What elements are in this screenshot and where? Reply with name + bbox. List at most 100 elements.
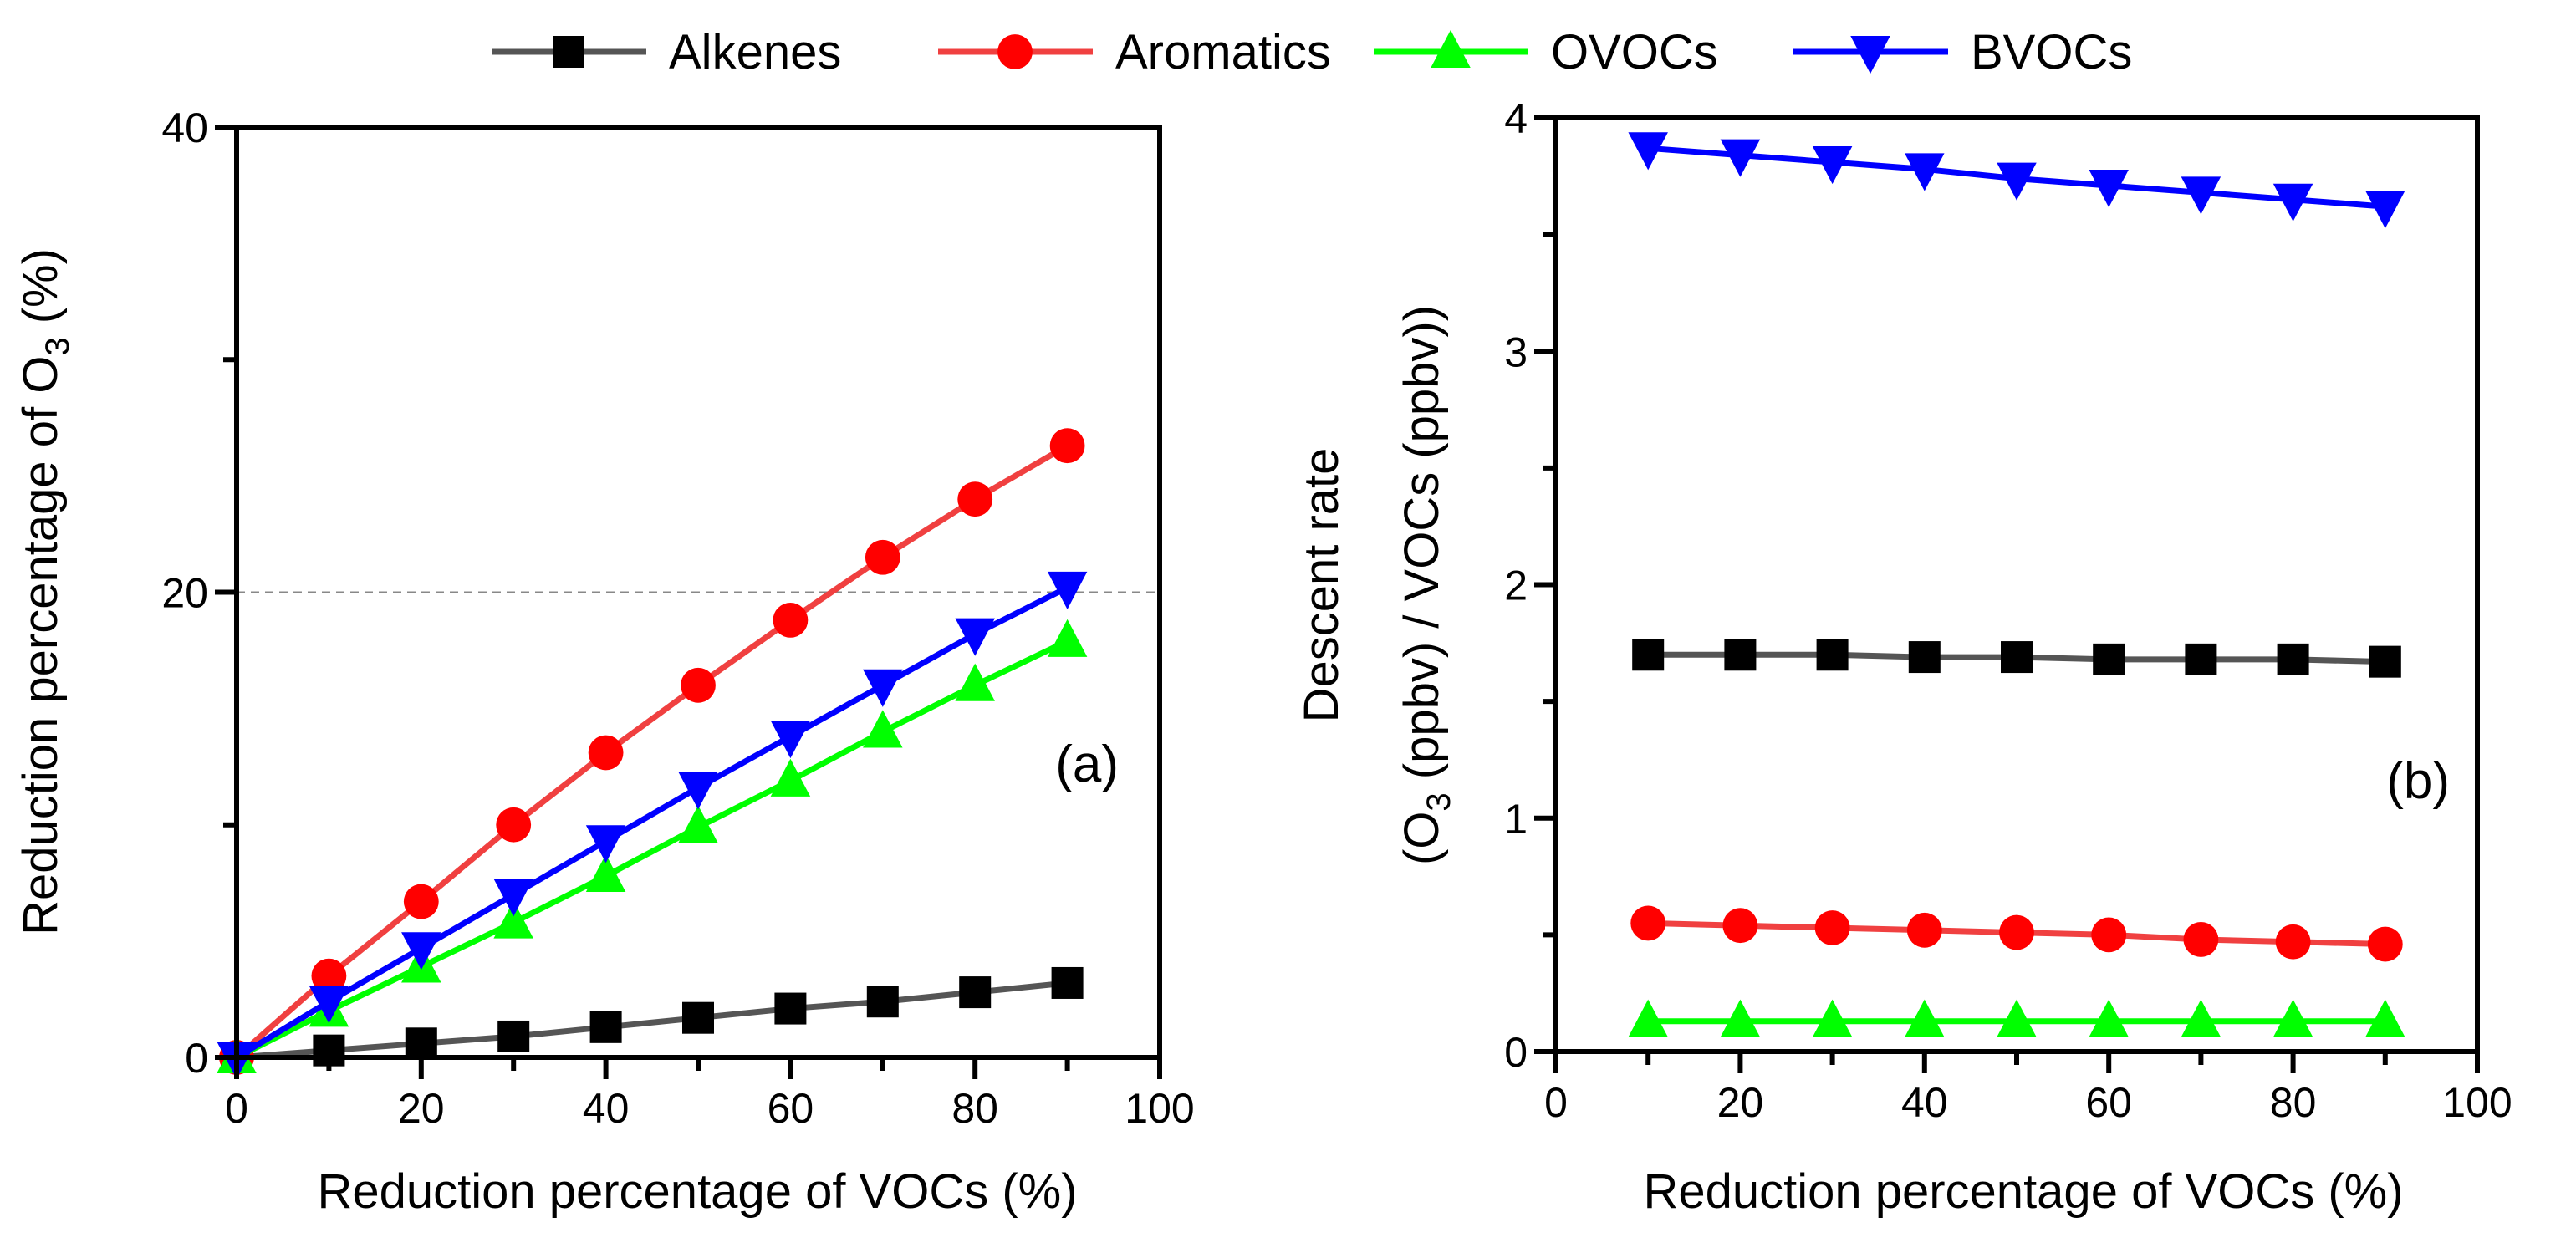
series-line-bvocs	[235, 584, 1069, 1060]
data-point-bvocs	[309, 986, 349, 1024]
series-line-ovocs	[235, 638, 1069, 1061]
data-point-alkenes	[2277, 643, 2309, 675]
data-point-bvocs	[2181, 176, 2221, 215]
data-point-aromatics	[588, 735, 624, 771]
data-point-alkenes	[2185, 643, 2217, 675]
x-tick-label: 100	[1125, 1085, 1194, 1132]
data-point-aromatics	[2367, 926, 2403, 962]
panel-a-xlabel: Reduction percentage of VOCs (%)	[317, 1164, 1077, 1219]
data-point-bvocs	[1720, 139, 1761, 177]
data-point-ovocs	[2089, 999, 2129, 1037]
data-point-ovocs	[770, 758, 811, 797]
panel-b: 0 20 40 60 80 100 0 1 2 3 4	[1504, 95, 2512, 1126]
x-tick-label: 0	[1544, 1079, 1568, 1126]
data-point-alkenes	[497, 1020, 530, 1052]
panel-a-ylabel: Reduction percentage of O3 (%)	[13, 248, 76, 935]
data-point-aromatics	[1999, 914, 2034, 950]
data-point-aromatics	[957, 481, 993, 517]
data-point-alkenes	[2369, 645, 2401, 678]
data-point-aromatics	[681, 667, 716, 703]
data-point-bvocs	[401, 932, 441, 970]
legend-label-alkenes: Alkenes	[669, 25, 841, 79]
data-point-alkenes	[1816, 639, 1849, 671]
x-tick-label: 40	[583, 1085, 630, 1132]
data-point-aromatics	[2275, 924, 2311, 960]
data-point-alkenes	[866, 986, 899, 1018]
y-tick-label: 20	[161, 570, 208, 617]
data-point-ovocs	[863, 710, 903, 748]
data-point-alkenes	[1632, 639, 1665, 671]
data-point-bvocs	[1047, 571, 1088, 610]
data-point-aromatics	[1630, 905, 1666, 941]
data-point-aromatics	[1722, 908, 1758, 944]
data-point-aromatics	[2091, 917, 2127, 953]
data-point-aromatics	[1906, 912, 1942, 948]
plot-frame	[1553, 115, 2480, 1054]
data-point-ovocs	[1905, 999, 1945, 1037]
data-point-ovocs	[585, 853, 626, 892]
data-point-alkenes	[589, 1011, 622, 1043]
legend-marker-alkenes	[553, 36, 584, 68]
data-point-alkenes	[405, 1027, 437, 1060]
legend-marker-ovocs	[1431, 29, 1471, 68]
data-point-alkenes	[682, 1001, 714, 1034]
data-point-bvocs	[493, 879, 533, 917]
data-point-alkenes	[1724, 639, 1757, 671]
y-tick-label: 4	[1504, 95, 1528, 142]
data-point-ovocs	[493, 900, 533, 939]
data-point-bvocs	[585, 825, 626, 863]
data-point-bvocs	[1997, 162, 2037, 201]
data-point-bvocs	[2365, 191, 2405, 229]
data-point-ovocs	[1628, 999, 1668, 1037]
legend-label-aromatics: Aromatics	[1115, 25, 1331, 79]
data-point-bvocs	[863, 669, 903, 707]
legend-marker-aromatics	[997, 34, 1033, 69]
data-point-bvocs	[2089, 169, 2129, 208]
data-point-aromatics	[311, 958, 347, 994]
x-tick-label: 80	[951, 1085, 998, 1132]
y-tick-label: 0	[185, 1035, 208, 1082]
panel-b-xlabel: Reduction percentage of VOCs (%)	[1643, 1164, 2403, 1219]
y-tick-label: 3	[1504, 329, 1528, 375]
data-point-ovocs	[2365, 999, 2405, 1037]
data-point-ovocs	[955, 663, 995, 701]
data-point-ovocs	[1047, 619, 1088, 657]
series-line-aromatics	[234, 443, 1069, 1060]
panel-b-ylabel-line1: Descent rate	[1294, 448, 1349, 723]
y-tick-label: 0	[1504, 1029, 1528, 1076]
data-point-aromatics	[773, 602, 809, 638]
data-point-aromatics	[1049, 428, 1085, 464]
x-tick-label: 20	[398, 1085, 445, 1132]
x-tick-label: 80	[2270, 1079, 2317, 1126]
data-point-aromatics	[1814, 910, 1850, 945]
data-point-aromatics	[403, 884, 439, 919]
x-tick-label: 100	[2442, 1079, 2512, 1126]
x-tick-label: 60	[768, 1085, 814, 1132]
data-point-alkenes	[774, 992, 807, 1025]
series-line-alkenes	[236, 980, 1068, 1061]
data-point-ovocs	[1720, 999, 1761, 1037]
legend-marker-bvocs	[1850, 36, 1890, 74]
data-point-ovocs	[678, 805, 718, 843]
y-tick-label: 2	[1504, 563, 1528, 609]
data-point-ovocs	[2181, 999, 2221, 1037]
legend: Alkenes Aromatics OVOCs BVOCs	[492, 25, 2132, 79]
data-point-alkenes	[1908, 641, 1941, 674]
y-tick-label: 1	[1504, 796, 1528, 843]
panel-a: 0 20 40 60 80 100 0 20 40	[161, 104, 1194, 1132]
data-point-ovocs	[2272, 999, 2313, 1037]
data-point-alkenes	[1051, 966, 1084, 999]
data-point-alkenes	[2093, 643, 2125, 675]
legend-label-bvocs: BVOCs	[1971, 25, 2132, 79]
data-point-aromatics	[865, 539, 900, 575]
data-point-ovocs	[1997, 999, 2037, 1037]
data-point-bvocs	[955, 618, 995, 656]
x-tick-label: 20	[1717, 1079, 1764, 1126]
data-point-alkenes	[959, 976, 992, 1009]
panel-b-label: (b)	[2386, 752, 2450, 810]
data-point-bvocs	[1905, 153, 1945, 191]
legend-label-ovocs: OVOCs	[1551, 25, 1718, 79]
data-point-bvocs	[1812, 146, 1853, 185]
data-point-bvocs	[770, 721, 811, 759]
